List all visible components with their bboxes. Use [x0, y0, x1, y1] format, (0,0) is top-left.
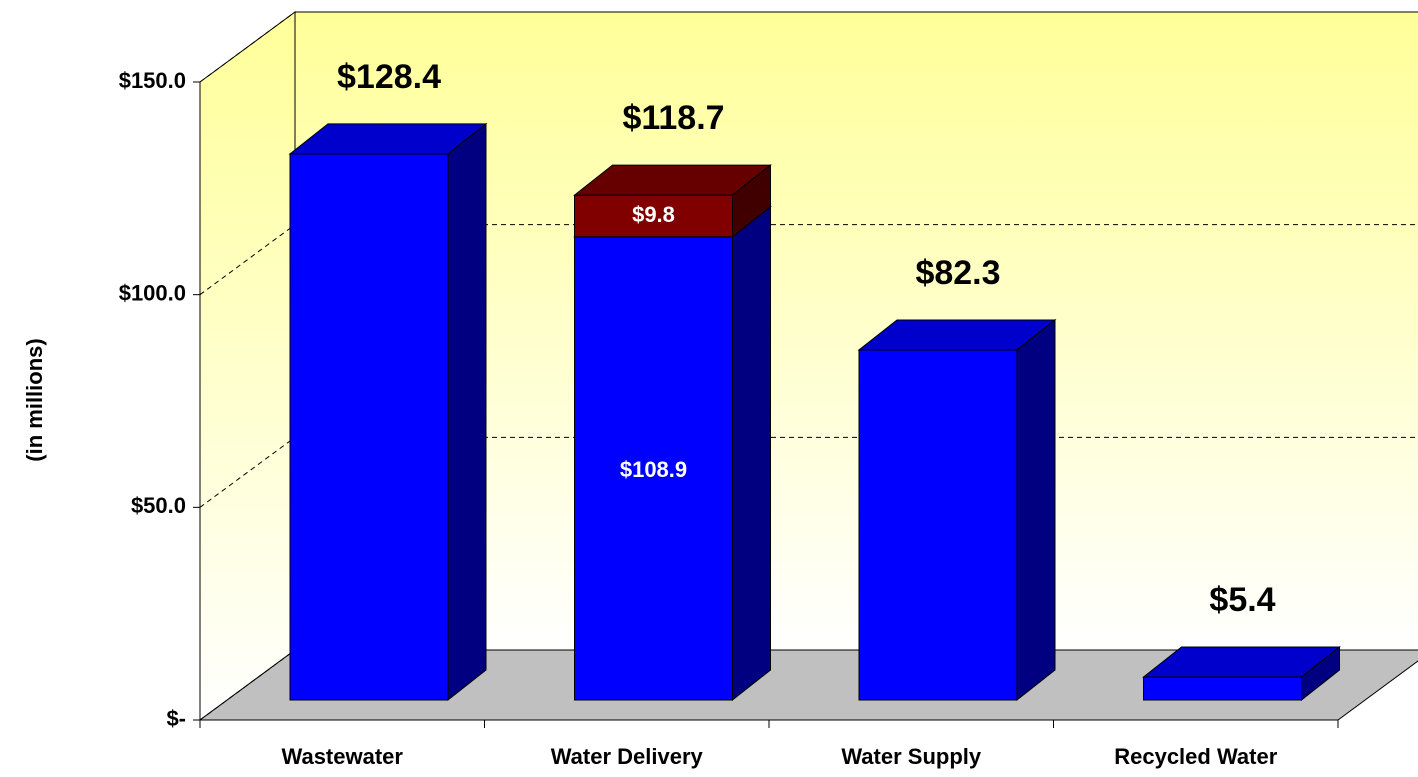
- grid-line: [199, 11, 1418, 83]
- total-label: $128.4: [337, 58, 441, 96]
- y-tick-label: $-: [166, 706, 186, 731]
- y-tick-label: $100.0: [119, 280, 186, 305]
- bar-front: [1143, 676, 1302, 701]
- x-tick-label: Wastewater: [282, 744, 404, 769]
- total-label: $5.4: [1209, 581, 1275, 619]
- total-label: $82.3: [915, 254, 1000, 292]
- y-tick-label: $150.0: [119, 68, 186, 93]
- bar-front: [574, 236, 733, 701]
- bar-side: [1301, 646, 1340, 702]
- bar-value-label: $9.8: [632, 202, 675, 227]
- x-tick-label: Water Supply: [841, 744, 982, 769]
- total-label: $118.7: [622, 99, 724, 137]
- bar-front: [858, 349, 1018, 701]
- bar-side: [732, 164, 771, 238]
- bar-side: [447, 122, 487, 702]
- y-axis-label: (in millions): [22, 338, 47, 461]
- bar-side: [732, 205, 771, 702]
- side-wall: [199, 11, 296, 721]
- x-tick-label: Water Delivery: [551, 744, 704, 769]
- x-tick-label: Recycled Water: [1114, 744, 1277, 769]
- bar-front: [574, 194, 733, 238]
- bar-value-label: $108.9: [620, 457, 687, 482]
- bar-front: [289, 153, 449, 701]
- bar-side: [1016, 318, 1056, 702]
- y-tick-label: $50.0: [131, 493, 186, 518]
